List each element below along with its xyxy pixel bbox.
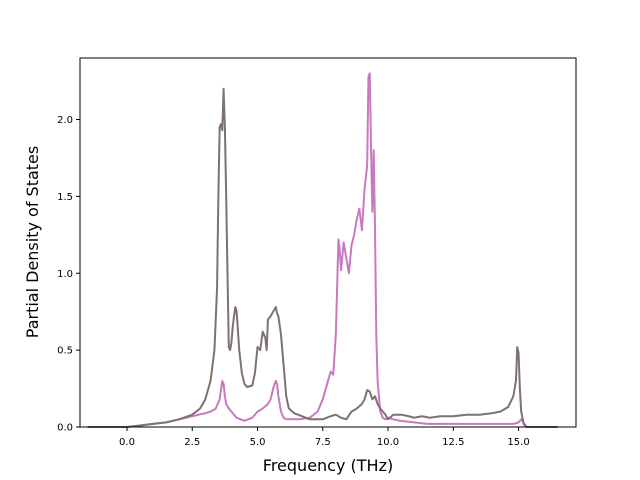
x-tick-label: 2.5 xyxy=(184,437,200,448)
series-line-2 xyxy=(87,87,558,428)
x-tick-label: 12.5 xyxy=(442,437,464,448)
y-tick-label: 0.5 xyxy=(57,346,73,357)
x-tick-label: 10.0 xyxy=(377,437,399,448)
x-tick-label: 7.5 xyxy=(315,437,331,448)
y-tick-label: 1.5 xyxy=(57,192,73,203)
x-axis-label: Frequency (THz) xyxy=(263,456,393,475)
y-tick-label: 1.0 xyxy=(57,269,73,280)
plot-frame xyxy=(79,57,577,428)
x-tick-label: 5.0 xyxy=(250,437,266,448)
plot-area xyxy=(80,58,576,427)
y-axis-ticks: 0.0 0.5 1.0 1.5 2.0 xyxy=(57,115,80,434)
x-tick-label: 0.0 xyxy=(119,437,135,448)
y-axis-label: Partial Density of States xyxy=(23,146,42,338)
y-tick-label: 2.0 xyxy=(57,115,73,126)
y-tick-label: 0.0 xyxy=(57,423,73,434)
x-tick-label: 15.0 xyxy=(507,437,529,448)
series-layer xyxy=(87,72,558,428)
x-axis-ticks: 0.0 2.5 5.0 7.5 10.0 12.5 15.0 xyxy=(119,427,530,448)
series-line-1 xyxy=(87,72,558,428)
